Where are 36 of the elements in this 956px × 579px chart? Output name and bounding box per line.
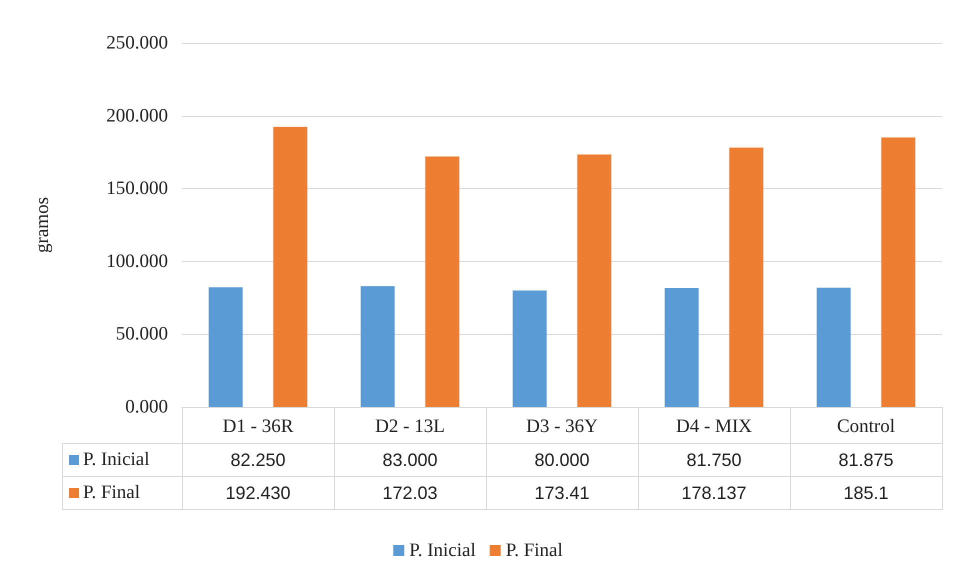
data-label: 173.41: [486, 476, 638, 510]
bar: [729, 148, 764, 407]
data-label: 81.875: [790, 444, 942, 476]
x-tick-label: D3 - 36Y: [526, 416, 598, 437]
y-tick-label: 100.000: [106, 250, 168, 272]
data-label: 185.1: [790, 476, 942, 510]
data-label: 172.03: [334, 476, 486, 510]
bar: [208, 287, 243, 407]
y-tick-label: 150.000: [106, 178, 168, 200]
bar: [273, 126, 308, 407]
bar: [425, 156, 460, 407]
y-tick-label: 250.000: [106, 32, 168, 54]
data-label: 178.137: [638, 476, 790, 510]
y-tick-label: 200.000: [106, 105, 168, 126]
data-label: 81.750: [638, 444, 790, 476]
y-tick-label: 0.000: [125, 396, 168, 418]
text: P. Final: [83, 482, 140, 503]
bar: [881, 137, 916, 407]
data-label: 83.000: [334, 444, 486, 476]
bar: [664, 288, 699, 407]
data-label: 80.000: [486, 444, 638, 476]
y-axis-title: gramos: [32, 197, 53, 253]
data-label: 82.250: [182, 444, 334, 476]
legend-label: P. Inicial: [62, 444, 182, 476]
x-tick-label: D4 - MIX: [676, 416, 752, 437]
bar: [816, 288, 851, 407]
data-label: 192.430: [182, 476, 334, 510]
bar: [512, 290, 547, 407]
bar: [360, 286, 395, 407]
legend-label: P. Final: [506, 540, 563, 561]
y-tick-label: 50.000: [116, 324, 168, 345]
bar: [577, 154, 612, 407]
x-tick-label: D1 - 36R: [222, 416, 294, 437]
text: P. Inicial: [409, 540, 476, 561]
x-tick-label: Control: [836, 416, 896, 437]
x-tick-label: D2 - 13L: [375, 416, 445, 437]
